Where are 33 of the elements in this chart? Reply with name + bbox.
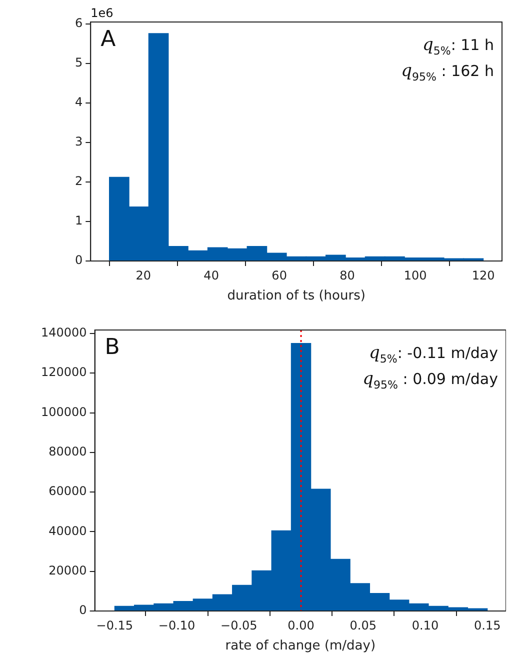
- x-tick-label: 0.15: [474, 618, 501, 632]
- x-tick-label: −0.15: [96, 618, 134, 632]
- annotation: A: [100, 27, 116, 52]
- x-tick-label: 60: [272, 268, 287, 282]
- x-axis-title: rate of change (m/day): [225, 638, 376, 654]
- x-tick-label: −0.05: [220, 618, 258, 632]
- y-tick-label: 5: [74, 56, 83, 70]
- y-tick-label: 0: [79, 603, 87, 618]
- y-tick-label: 140000: [40, 326, 87, 340]
- y-tick-label: 6: [74, 16, 83, 30]
- y-tick-label: 3: [74, 134, 83, 149]
- x-tick-label: 0.00: [288, 618, 314, 632]
- text: 1e6: [90, 6, 114, 20]
- y-tick-label: 1: [74, 214, 83, 228]
- x-tick-label: 40: [204, 268, 219, 282]
- x-tick-label: −0.10: [158, 618, 196, 632]
- y-tick-label: 40000: [48, 524, 87, 538]
- y-tick-label: 60000: [48, 484, 87, 498]
- x-tick-label: 120: [472, 268, 495, 282]
- y-tick-label: 2: [74, 174, 83, 188]
- x-tick-label: 20: [136, 268, 151, 282]
- y-tick-label: 0: [74, 253, 83, 268]
- annotation: B: [104, 335, 120, 360]
- x-tick-label: 100: [404, 268, 427, 282]
- y-tick-label: 20000: [48, 563, 87, 578]
- y-tick-label: 80000: [48, 444, 87, 459]
- y-tick-label: 120000: [40, 365, 87, 380]
- y-tick-label: 4: [74, 95, 83, 110]
- x-tick-label: 80: [340, 268, 355, 282]
- x-axis-title: duration of ts (hours): [227, 288, 366, 304]
- x-tick-label: 0.05: [350, 618, 376, 632]
- y-tick-label: 100000: [40, 404, 87, 419]
- x-tick-label: 0.10: [412, 618, 439, 632]
